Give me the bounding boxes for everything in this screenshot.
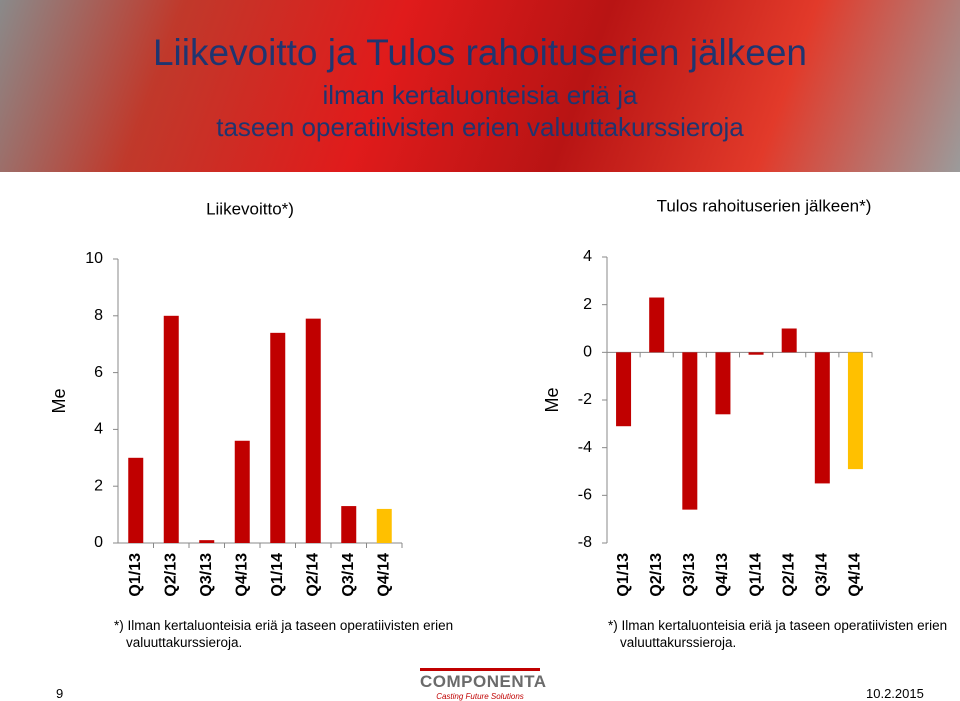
header-banner: Liikevoitto ja Tulos rahoituserien jälke… <box>0 0 960 172</box>
y-tick-label: 4 <box>94 421 103 438</box>
slide-title: Liikevoitto ja Tulos rahoituserien jälke… <box>152 32 808 73</box>
x-tick-label: Q3/14 <box>814 553 831 597</box>
x-tick-label: Q2/13 <box>648 553 665 597</box>
bar <box>234 440 250 543</box>
y-tick-label: 6 <box>94 364 103 381</box>
y-tick-label: 4 <box>583 248 592 265</box>
y-tick-label: 8 <box>94 307 103 324</box>
y-tick-label: 2 <box>583 296 592 313</box>
bar <box>715 352 731 415</box>
bar <box>341 506 357 543</box>
y-tick-label: 10 <box>85 250 103 267</box>
bar <box>781 328 797 353</box>
x-tick-label: Q1/13 <box>615 553 632 597</box>
x-tick-label: Q4/13 <box>233 553 250 597</box>
y-tick-label: -4 <box>578 439 592 456</box>
x-tick-label: Q3/13 <box>198 553 215 597</box>
x-tick-label: Q3/13 <box>681 553 698 597</box>
x-tick-label: Q4/14 <box>847 553 864 597</box>
bar <box>616 352 632 427</box>
x-tick-label: Q4/13 <box>714 553 731 597</box>
bar <box>649 297 665 353</box>
x-tick-label: Q2/13 <box>162 553 179 597</box>
bar <box>305 318 321 543</box>
y-tick-label: -8 <box>578 534 592 551</box>
logo-tagline: Casting Future Solutions <box>436 692 524 701</box>
y-tick-label: 0 <box>583 344 592 361</box>
x-tick-label: Q2/14 <box>304 553 321 597</box>
page-number: 9 <box>56 686 64 701</box>
date: 10.2.2015 <box>866 686 924 701</box>
y-axis-label: Me <box>49 388 69 413</box>
bar <box>748 352 764 355</box>
slide-subtitle: ilman kertaluonteisia eriä ja <box>322 80 638 110</box>
x-tick-label: Q4/14 <box>375 553 392 597</box>
bar <box>682 352 698 510</box>
y-axis-label: Me <box>542 387 562 412</box>
bar <box>847 352 863 470</box>
bar <box>376 508 392 543</box>
bar <box>163 315 179 543</box>
slide-subtitle: taseen operatiivisten erien valuuttakurs… <box>216 112 744 142</box>
y-tick-label: -2 <box>578 391 592 408</box>
bar <box>199 540 215 543</box>
x-tick-label: Q1/14 <box>269 553 286 597</box>
y-tick-label: 2 <box>94 477 103 494</box>
y-tick-label: 0 <box>94 534 103 551</box>
x-tick-label: Q3/14 <box>340 553 357 597</box>
logo: COMPONENTA Casting Future Solutions <box>420 668 546 701</box>
chart-title: Liikevoitto*) <box>206 199 294 218</box>
bar <box>128 457 144 543</box>
bar <box>814 352 830 484</box>
x-tick-label: Q2/14 <box>780 553 797 597</box>
x-tick-label: Q1/13 <box>127 553 144 597</box>
logo-name: COMPONENTA <box>420 668 546 692</box>
footnote: *) Ilman kertaluonteisia eriä ja taseen … <box>114 618 454 650</box>
chart-title: Tulos rahoituserien jälkeen*) <box>657 196 872 215</box>
x-tick-label: Q1/14 <box>747 553 764 597</box>
y-tick-label: -6 <box>578 487 592 504</box>
bar <box>270 332 286 543</box>
footnote: *) Ilman kertaluonteisia eriä ja taseen … <box>608 618 948 650</box>
